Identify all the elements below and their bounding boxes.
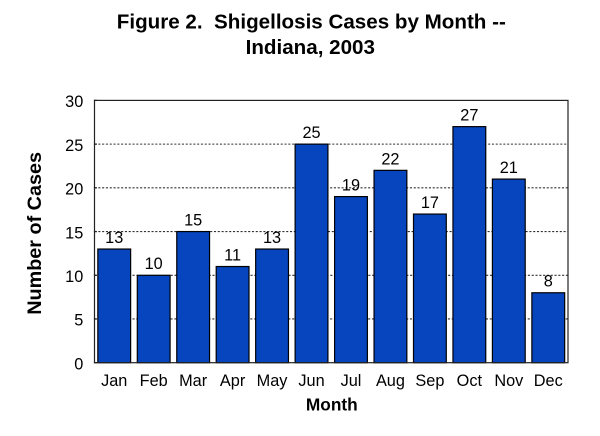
svg-text:Feb: Feb [140, 372, 168, 390]
svg-text:13: 13 [263, 229, 281, 247]
svg-text:10: 10 [65, 268, 83, 286]
svg-text:19: 19 [342, 176, 360, 194]
svg-text:5: 5 [74, 312, 83, 330]
svg-text:25: 25 [302, 124, 320, 142]
svg-text:Mar: Mar [179, 372, 208, 390]
svg-text:Indiana, 2003: Indiana, 2003 [246, 36, 375, 59]
svg-text:10: 10 [145, 255, 163, 273]
svg-text:Jan: Jan [101, 372, 127, 390]
svg-text:Nov: Nov [494, 372, 524, 390]
svg-text:21: 21 [500, 159, 518, 177]
svg-text:0: 0 [74, 355, 83, 373]
svg-text:Jun: Jun [298, 372, 324, 390]
svg-text:25: 25 [65, 137, 83, 155]
svg-text:May: May [257, 372, 289, 390]
svg-text:Month: Month [306, 395, 358, 415]
svg-text:Aug: Aug [376, 372, 405, 390]
svg-text:Sep: Sep [415, 372, 444, 390]
svg-text:Dec: Dec [534, 372, 563, 390]
svg-text:22: 22 [381, 150, 399, 168]
svg-text:Apr: Apr [220, 372, 246, 390]
svg-text:Jul: Jul [341, 372, 362, 390]
svg-text:Oct: Oct [457, 372, 483, 390]
svg-text:20: 20 [65, 181, 83, 199]
svg-text:8: 8 [544, 273, 553, 291]
svg-text:Figure 2. Shigellosis Cases b: Figure 2. Shigellosis Cases by Month -- [117, 11, 506, 34]
svg-text:17: 17 [421, 194, 439, 212]
svg-text:13: 13 [105, 229, 123, 247]
svg-text:Number of Cases: Number of Cases [24, 152, 46, 315]
svg-text:30: 30 [65, 93, 83, 111]
svg-text:27: 27 [460, 107, 478, 125]
svg-text:15: 15 [65, 224, 83, 242]
svg-text:15: 15 [184, 211, 202, 229]
svg-text:11: 11 [224, 246, 241, 264]
